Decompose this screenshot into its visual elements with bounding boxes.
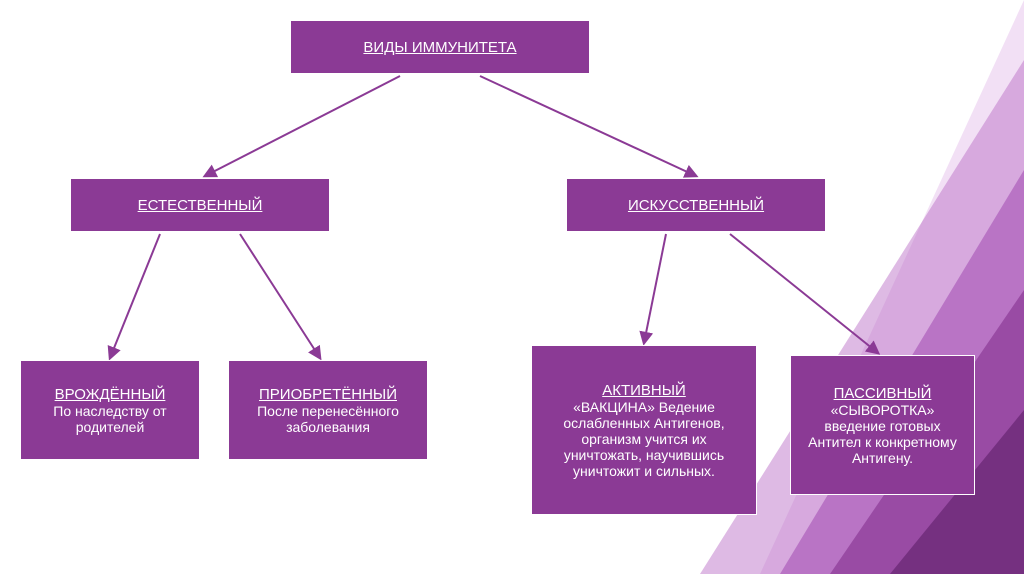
node-subtitle: После перенесённого заболевания	[241, 403, 415, 435]
node-innate: ВРОЖДЁННЫЙПо наследству от родителей	[20, 360, 200, 460]
node-title: ПРИОБРЕТЁННЫЙ	[259, 386, 397, 403]
node-title: ПАССИВНЫЙ	[834, 385, 932, 402]
node-subtitle: «СЫВОРОТКА» введение готовых Антител к к…	[803, 402, 962, 466]
edge-natural-innate	[110, 234, 160, 358]
edge-artificial-active	[644, 234, 666, 343]
node-acquired: ПРИОБРЕТЁННЫЙПосле перенесённого заболев…	[228, 360, 428, 460]
node-active: АКТИВНЫЙ«ВАКЦИНА» Ведение ослабленных Ан…	[531, 345, 757, 515]
node-subtitle: «ВАКЦИНА» Ведение ослабленных Антигенов,…	[544, 399, 744, 479]
node-title: АКТИВНЫЙ	[602, 382, 686, 399]
edge-artificial-passive	[730, 234, 878, 353]
node-root: ВИДЫ ИММУНИТЕТА	[290, 20, 590, 74]
edge-root-natural	[205, 76, 400, 176]
node-passive: ПАССИВНЫЙ«СЫВОРОТКА» введение готовых Ан…	[790, 355, 975, 495]
edge-natural-acquired	[240, 234, 320, 358]
node-title: ИСКУССТВЕННЫЙ	[628, 197, 764, 214]
node-title: ВИДЫ ИММУНИТЕТА	[363, 39, 516, 56]
node-natural: ЕСТЕСТВЕННЫЙ	[70, 178, 330, 232]
edge-root-artificial	[480, 76, 696, 176]
node-subtitle: По наследству от родителей	[33, 403, 187, 435]
node-artificial: ИСКУССТВЕННЫЙ	[566, 178, 826, 232]
node-title: ЕСТЕСТВЕННЫЙ	[138, 197, 263, 214]
node-title: ВРОЖДЁННЫЙ	[55, 386, 166, 403]
